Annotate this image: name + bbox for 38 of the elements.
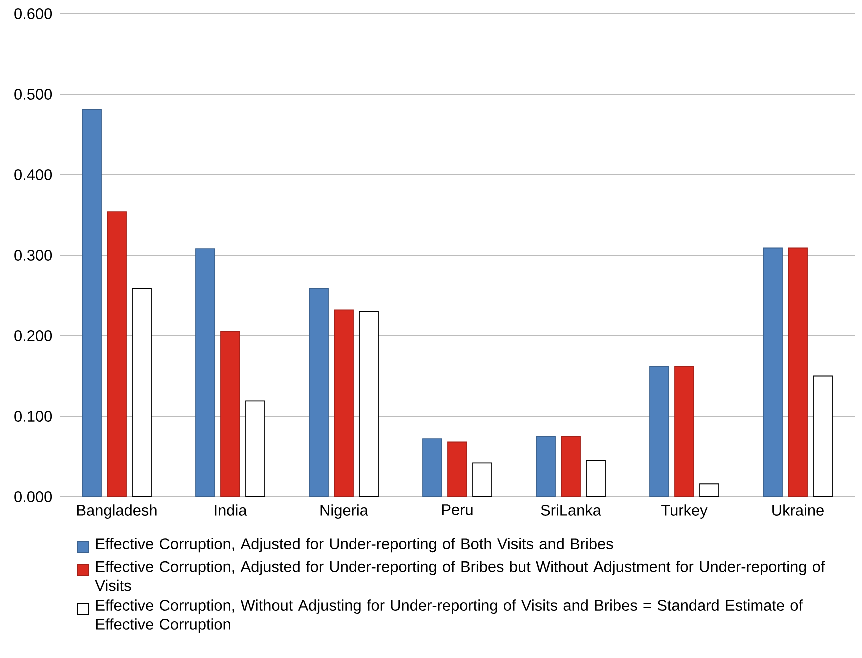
x-tick-label: Bangladesh [77, 504, 157, 519]
bar [196, 248, 216, 497]
bar [422, 438, 442, 497]
bar [472, 462, 492, 497]
bar [448, 442, 468, 497]
legend-label: Effective Corruption, Adjusted for Under-reporting of Bribes but Without Adjustment for Under-reporting of Visits [95, 560, 826, 592]
bar [674, 366, 694, 497]
bar [132, 288, 152, 497]
legend-label: Effective Corruption, Without Adjusting for Under-reporting of Visits and Bribes = Standard Estimate of Effective Corruption [96, 600, 804, 633]
y-tick-label: 0.100 [14, 411, 52, 422]
y-tick-label: 0.200 [14, 330, 52, 342]
bar [650, 366, 670, 497]
bar [107, 212, 127, 497]
bar [246, 400, 266, 497]
bar [788, 248, 808, 497]
bar [359, 311, 379, 497]
x-tick-label: India [215, 504, 248, 516]
bar [334, 310, 354, 497]
bar [309, 288, 329, 497]
legend-label: Effective Corruption, Adjusted for Under-reporting of Both Visits and Bribes [96, 538, 614, 553]
x-tick-label: SriLanka [541, 504, 602, 516]
bar [82, 109, 102, 497]
bar [220, 332, 240, 497]
x-tick-label: Turkey [662, 504, 708, 519]
y-tick-label: 0.400 [14, 170, 52, 180]
x-tick-label: Peru [442, 504, 473, 516]
y-tick-label: 0.300 [14, 250, 52, 261]
y-tick-label: 0.000 [14, 492, 52, 502]
bar [763, 248, 783, 497]
bar [561, 436, 581, 497]
bar [536, 436, 556, 497]
bar [586, 460, 606, 497]
y-tick-label: 0.500 [14, 89, 52, 100]
y-tick-label: 0.600 [14, 8, 52, 20]
x-tick-label: Nigeria [320, 504, 368, 519]
bar [700, 484, 720, 497]
x-tick-label: Ukraine [772, 504, 824, 516]
bar [813, 376, 833, 497]
